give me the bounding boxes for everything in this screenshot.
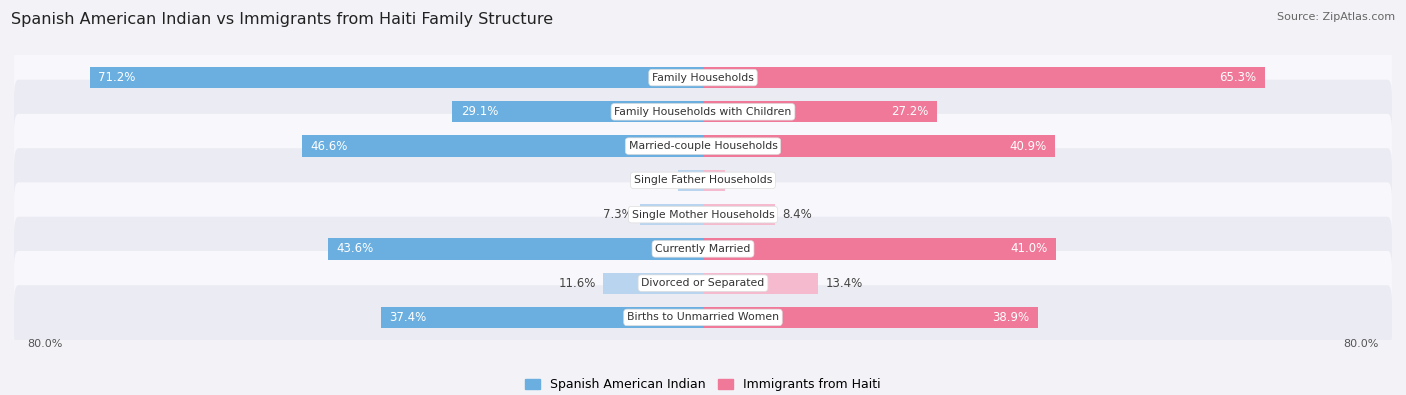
Text: 38.9%: 38.9% [993,311,1029,324]
Text: Family Households: Family Households [652,73,754,83]
Bar [603,273,703,294]
Bar [703,170,725,191]
Text: Married-couple Households: Married-couple Households [628,141,778,151]
Bar [90,67,703,88]
Text: 7.3%: 7.3% [603,208,633,221]
FancyBboxPatch shape [14,114,1392,178]
Text: 11.6%: 11.6% [558,276,596,290]
Text: Currently Married: Currently Married [655,244,751,254]
Bar [703,307,1038,328]
Text: Source: ZipAtlas.com: Source: ZipAtlas.com [1277,12,1395,22]
Bar [703,204,775,225]
Text: 65.3%: 65.3% [1219,71,1257,84]
Bar [381,307,703,328]
Text: Single Mother Households: Single Mother Households [631,210,775,220]
Text: Family Households with Children: Family Households with Children [614,107,792,117]
Text: 80.0%: 80.0% [1344,339,1379,349]
Bar [703,273,818,294]
FancyBboxPatch shape [14,148,1392,213]
Bar [328,238,703,260]
Text: 46.6%: 46.6% [311,139,347,152]
Bar [453,101,703,122]
FancyBboxPatch shape [14,80,1392,144]
Text: 71.2%: 71.2% [98,71,136,84]
Text: 13.4%: 13.4% [825,276,862,290]
Legend: Spanish American Indian, Immigrants from Haiti: Spanish American Indian, Immigrants from… [520,373,886,395]
Text: Single Father Households: Single Father Households [634,175,772,185]
FancyBboxPatch shape [14,251,1392,315]
Bar [703,135,1056,157]
Text: Spanish American Indian vs Immigrants from Haiti Family Structure: Spanish American Indian vs Immigrants fr… [11,12,554,27]
FancyBboxPatch shape [14,217,1392,281]
Text: Births to Unmarried Women: Births to Unmarried Women [627,312,779,322]
Bar [678,170,703,191]
FancyBboxPatch shape [14,285,1392,350]
Text: 80.0%: 80.0% [27,339,62,349]
Text: Divorced or Separated: Divorced or Separated [641,278,765,288]
Text: 37.4%: 37.4% [389,311,427,324]
Text: 2.9%: 2.9% [641,174,671,187]
Text: 41.0%: 41.0% [1011,243,1047,256]
Bar [703,238,1056,260]
Bar [703,101,938,122]
Text: 40.9%: 40.9% [1010,139,1046,152]
Text: 43.6%: 43.6% [336,243,374,256]
Bar [302,135,703,157]
FancyBboxPatch shape [14,182,1392,247]
Text: 2.6%: 2.6% [733,174,762,187]
FancyBboxPatch shape [14,45,1392,110]
Text: 29.1%: 29.1% [461,105,498,118]
Bar [703,67,1265,88]
Text: 27.2%: 27.2% [891,105,928,118]
Text: 8.4%: 8.4% [782,208,813,221]
Bar [640,204,703,225]
